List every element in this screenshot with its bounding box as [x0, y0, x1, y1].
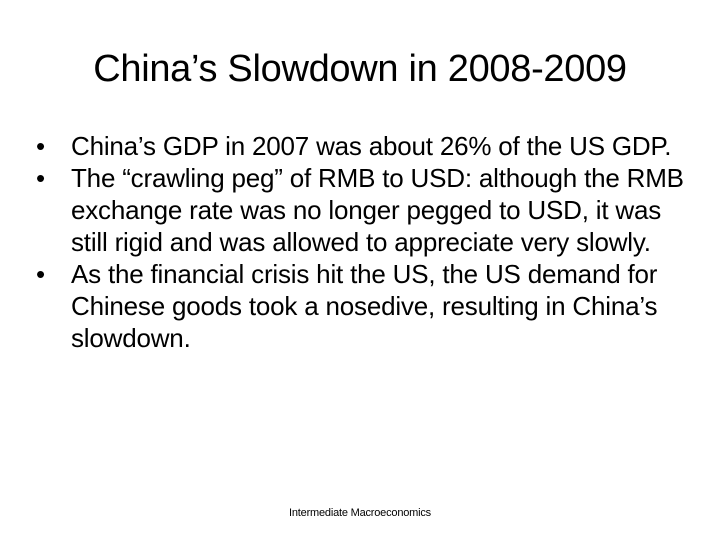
bullet-item-financial-crisis: • As the financial crisis hit the US, th…	[36, 258, 684, 354]
bullet-point-icon: •	[36, 131, 45, 161]
bullet-text-crawling-peg: The “crawling peg” of RMB to USD: althou…	[71, 163, 684, 257]
bullet-list: • China’s GDP in 2007 was about 26% of t…	[36, 130, 684, 354]
slide-footer: Intermediate Macroeconomics	[289, 507, 431, 519]
bullet-text-financial-crisis: As the financial crisis hit the US, the …	[71, 259, 658, 353]
bullet-point-icon: •	[36, 259, 45, 289]
slide-title: China’s Slowdown in 2008-2009	[93, 48, 627, 90]
bullet-item-gdp: • China’s GDP in 2007 was about 26% of t…	[36, 130, 684, 162]
bullet-text-gdp: China’s GDP in 2007 was about 26% of the…	[71, 131, 672, 161]
bullet-item-crawling-peg: • The “crawling peg” of RMB to USD: alth…	[36, 162, 684, 258]
bullet-point-icon: •	[36, 163, 45, 193]
